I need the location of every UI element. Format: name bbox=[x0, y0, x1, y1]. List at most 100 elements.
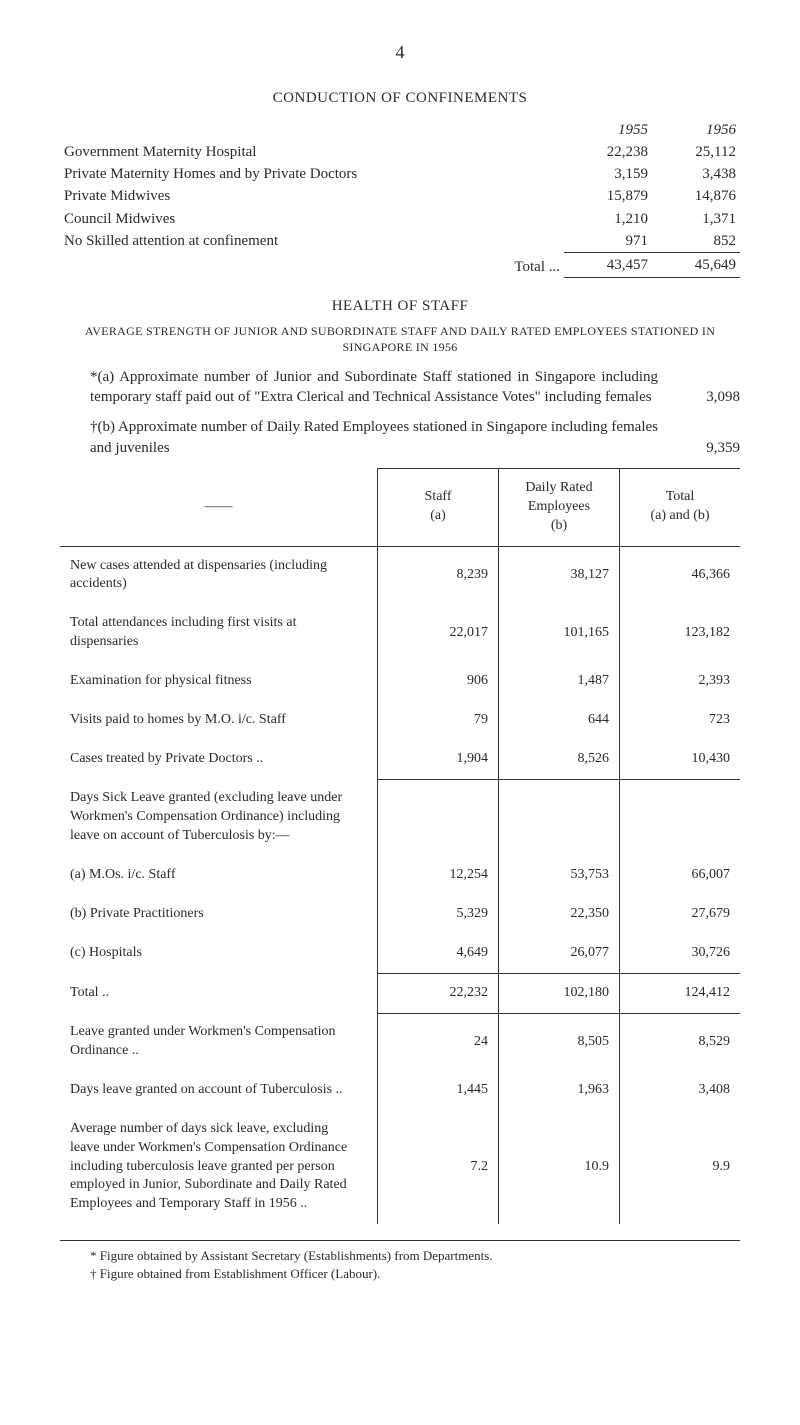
row-label: Leave granted under Workmen's Compensati… bbox=[60, 1013, 378, 1071]
table-row: No Skilled attention at confinement 971 … bbox=[60, 230, 740, 253]
row-value: 2,393 bbox=[620, 662, 741, 701]
total-row: Total ... 43,457 45,649 bbox=[60, 253, 740, 278]
note-a-text: *(a) Approximate number of Junior and Su… bbox=[90, 367, 658, 408]
row-value: 4,649 bbox=[378, 934, 499, 973]
row-value: 38,127 bbox=[499, 546, 620, 604]
row-label: No Skilled attention at confinement bbox=[60, 230, 564, 253]
row-value: 1,963 bbox=[499, 1071, 620, 1110]
health-subtitle: AVERAGE STRENGTH OF JUNIOR AND SUBORDINA… bbox=[60, 323, 740, 355]
row-value: 8,505 bbox=[499, 1013, 620, 1071]
row-value: 22,232 bbox=[378, 973, 499, 1013]
row-label: New cases attended at dispensaries (incl… bbox=[60, 546, 378, 604]
note-a: *(a) Approximate number of Junior and Su… bbox=[90, 367, 740, 408]
footnote-a: * Figure obtained by Assistant Secretary… bbox=[90, 1247, 740, 1265]
row-value: 1,445 bbox=[378, 1071, 499, 1110]
note-b-value: 9,359 bbox=[670, 438, 740, 458]
row-value: 8,529 bbox=[620, 1013, 741, 1071]
row-value: 1,904 bbox=[378, 740, 499, 779]
row-value: 26,077 bbox=[499, 934, 620, 973]
year-1956: 1956 bbox=[652, 119, 740, 141]
health-title: HEALTH OF STAFF bbox=[60, 296, 740, 316]
header-staff: Staff (a) bbox=[378, 468, 499, 546]
row-value: 102,180 bbox=[499, 973, 620, 1013]
row-value: 14,876 bbox=[652, 185, 740, 207]
footnote-b: † Figure obtained from Establishment Off… bbox=[90, 1265, 740, 1283]
year-1955: 1955 bbox=[564, 119, 652, 141]
table-row: Private Midwives 15,879 14,876 bbox=[60, 185, 740, 207]
row-value: 25,112 bbox=[652, 141, 740, 163]
table-row: Leave granted under Workmen's Compensati… bbox=[60, 1013, 740, 1071]
conduction-table: 1955 1956 Government Maternity Hospital … bbox=[60, 119, 740, 279]
row-value: 1,487 bbox=[499, 662, 620, 701]
row-value: 9.9 bbox=[620, 1110, 741, 1224]
row-value: 24 bbox=[378, 1013, 499, 1071]
row-label: Council Midwives bbox=[60, 208, 564, 230]
row-value: 3,159 bbox=[564, 163, 652, 185]
table-row: (c) Hospitals 4,649 26,077 30,726 bbox=[60, 934, 740, 973]
row-value: 10.9 bbox=[499, 1110, 620, 1224]
total-label: Total ... bbox=[60, 253, 564, 278]
note-b-text: †(b) Approximate number of Daily Rated E… bbox=[90, 417, 658, 458]
row-label: Private Maternity Homes and by Private D… bbox=[60, 163, 564, 185]
footnote-divider bbox=[60, 1240, 740, 1241]
row-value: 5,329 bbox=[378, 895, 499, 934]
table-row: Cases treated by Private Doctors .. 1,90… bbox=[60, 740, 740, 779]
row-value: 3,438 bbox=[652, 163, 740, 185]
row-value: 8,526 bbox=[499, 740, 620, 779]
note-b: †(b) Approximate number of Daily Rated E… bbox=[90, 417, 740, 458]
row-label: Cases treated by Private Doctors .. bbox=[60, 740, 378, 779]
row-label: Total attendances including first visits… bbox=[60, 604, 378, 662]
row-value: 15,879 bbox=[564, 185, 652, 207]
row-value: 22,238 bbox=[564, 141, 652, 163]
table-row: Examination for physical fitness 906 1,4… bbox=[60, 662, 740, 701]
row-value: 723 bbox=[620, 701, 741, 740]
row-label: Days leave granted on account of Tubercu… bbox=[60, 1071, 378, 1110]
page-number: 4 bbox=[60, 40, 740, 64]
table-row: Days leave granted on account of Tubercu… bbox=[60, 1071, 740, 1110]
table-row: New cases attended at dispensaries (incl… bbox=[60, 546, 740, 604]
table-row: Council Midwives 1,210 1,371 bbox=[60, 208, 740, 230]
row-value: 79 bbox=[378, 701, 499, 740]
header-total: Total (a) and (b) bbox=[620, 468, 741, 546]
header-daily: Daily Rated Employees (b) bbox=[499, 468, 620, 546]
header-dash: —— bbox=[60, 468, 378, 546]
row-label: Visits paid to homes by M.O. i/c. Staff bbox=[60, 701, 378, 740]
section2-total-label: Total .. bbox=[60, 973, 378, 1013]
row-value: 46,366 bbox=[620, 546, 741, 604]
row-value: 30,726 bbox=[620, 934, 741, 973]
row-value: 22,017 bbox=[378, 604, 499, 662]
row-value: 124,412 bbox=[620, 973, 741, 1013]
section2-total-row: Total .. 22,232 102,180 124,412 bbox=[60, 973, 740, 1013]
table-row: Total attendances including first visits… bbox=[60, 604, 740, 662]
row-value: 27,679 bbox=[620, 895, 741, 934]
row-label: Private Midwives bbox=[60, 185, 564, 207]
table-row: (b) Private Practitioners 5,329 22,350 2… bbox=[60, 895, 740, 934]
row-label: Government Maternity Hospital bbox=[60, 141, 564, 163]
row-value: 22,350 bbox=[499, 895, 620, 934]
total-value: 43,457 bbox=[564, 253, 652, 278]
row-label: Average number of days sick leave, exclu… bbox=[60, 1110, 378, 1224]
table-row: Private Maternity Homes and by Private D… bbox=[60, 163, 740, 185]
row-value: 7.2 bbox=[378, 1110, 499, 1224]
row-label: (b) Private Practitioners bbox=[60, 895, 378, 934]
row-value: 10,430 bbox=[620, 740, 741, 779]
row-value: 644 bbox=[499, 701, 620, 740]
row-value: 8,239 bbox=[378, 546, 499, 604]
conduction-title: CONDUCTION OF CONFINEMENTS bbox=[60, 88, 740, 108]
row-value: 3,408 bbox=[620, 1071, 741, 1110]
table-row: Average number of days sick leave, exclu… bbox=[60, 1110, 740, 1224]
note-a-value: 3,098 bbox=[670, 387, 740, 407]
row-value: 852 bbox=[652, 230, 740, 253]
row-value: 123,182 bbox=[620, 604, 741, 662]
row-label: (c) Hospitals bbox=[60, 934, 378, 973]
row-value: 971 bbox=[564, 230, 652, 253]
row-value: 53,753 bbox=[499, 856, 620, 895]
row-value: 1,371 bbox=[652, 208, 740, 230]
total-value: 45,649 bbox=[652, 253, 740, 278]
table-row: Visits paid to homes by M.O. i/c. Staff … bbox=[60, 701, 740, 740]
row-value: 66,007 bbox=[620, 856, 741, 895]
table-row: Government Maternity Hospital 22,238 25,… bbox=[60, 141, 740, 163]
row-value: 1,210 bbox=[564, 208, 652, 230]
section2-intro-row: Days Sick Leave granted (excluding leave… bbox=[60, 779, 740, 856]
row-label: (a) M.Os. i/c. Staff bbox=[60, 856, 378, 895]
